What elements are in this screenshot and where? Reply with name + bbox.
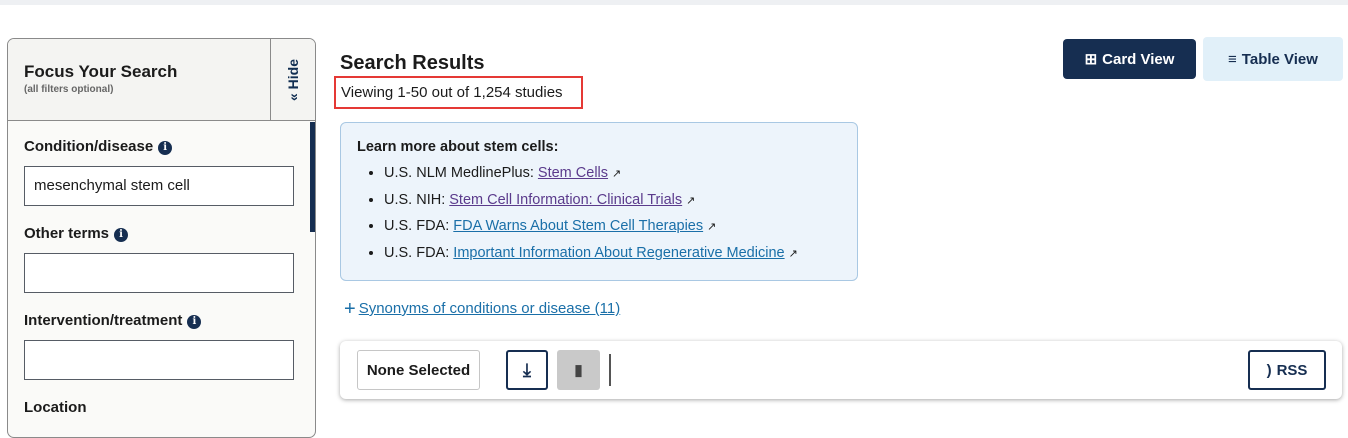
top-bar <box>0 0 1348 5</box>
external-link-icon: ↗ <box>788 247 798 260</box>
external-link-icon: ↗ <box>686 194 696 207</box>
download-icon[interactable]: ⤓ <box>506 350 548 390</box>
condition-input[interactable]: mesenchymal stem cell <box>24 166 294 206</box>
intervention-input[interactable] <box>24 340 294 380</box>
other-terms-input[interactable] <box>24 253 294 293</box>
results-toolbar: None Selected ⤓ ▮ ) RSS <box>340 341 1342 399</box>
list-item: U.S. NLM MedlinePlus: Stem Cells↗ <box>384 161 841 188</box>
other-terms-label: Other terms i <box>24 225 129 242</box>
grid-icon: ⊞ <box>1084 51 1098 68</box>
divider <box>609 354 611 386</box>
info-icon[interactable]: i <box>187 315 202 329</box>
learn-heading: Learn more about stem cells: <box>357 139 559 155</box>
plus-icon: + <box>344 298 356 320</box>
results-count: Viewing 1-50 out of 1,254 studies <box>334 76 583 109</box>
intervention-label: Intervention/treatment i <box>24 312 202 329</box>
learn-more-box: Learn more about stem cells: U.S. NLM Me… <box>340 122 858 281</box>
table-view-button[interactable]: ≡ Table View <box>1203 37 1343 81</box>
external-link-icon: ↗ <box>707 221 717 233</box>
list-icon: ≡ <box>1228 50 1237 68</box>
card-view-button[interactable]: ⊞ Card View <box>1063 39 1196 79</box>
selection-button[interactable]: None Selected <box>357 350 480 390</box>
link-fda-regen[interactable]: Important Information About Regenerative… <box>453 244 785 261</box>
scrollbar[interactable] <box>310 122 315 232</box>
link-stem-cells[interactable]: Stem Cells <box>537 165 609 181</box>
rss-icon: ) <box>1266 361 1272 379</box>
condition-label: Condition/disease i <box>24 138 173 155</box>
hide-label: « Hide <box>284 58 301 102</box>
list-item: U.S. NIH: Stem Cell Information: Clinica… <box>384 188 841 215</box>
sidebar-subtitle: (all filters optional) <box>24 84 114 95</box>
sidebar-title: Focus Your Search <box>24 62 178 81</box>
rss-button[interactable]: ) RSS <box>1248 350 1326 390</box>
list-item: U.S. FDA: Important Information About Re… <box>384 241 841 268</box>
hide-sidebar-button[interactable]: « Hide <box>270 39 315 121</box>
info-icon[interactable]: i <box>158 141 173 155</box>
bookmark-icon[interactable]: ▮ <box>557 350 600 390</box>
link-fda-warns[interactable]: FDA Warns About Stem Cell Therapies <box>453 218 704 234</box>
list-item: U.S. FDA: FDA Warns About Stem Cell Ther… <box>384 214 841 241</box>
info-icon[interactable]: i <box>114 228 129 242</box>
page-title: Search Results <box>340 52 485 74</box>
link-nih[interactable]: Stem Cell Information: Clinical Trials <box>449 191 683 208</box>
synonyms-toggle[interactable]: + Synonyms of conditions or disease (11) <box>344 298 621 320</box>
external-link-icon: ↗ <box>612 168 622 180</box>
filter-sidebar: Focus Your Search (all filters optional)… <box>7 38 316 438</box>
sidebar-header: Focus Your Search (all filters optional)… <box>8 39 315 121</box>
location-label: Location <box>24 399 87 416</box>
